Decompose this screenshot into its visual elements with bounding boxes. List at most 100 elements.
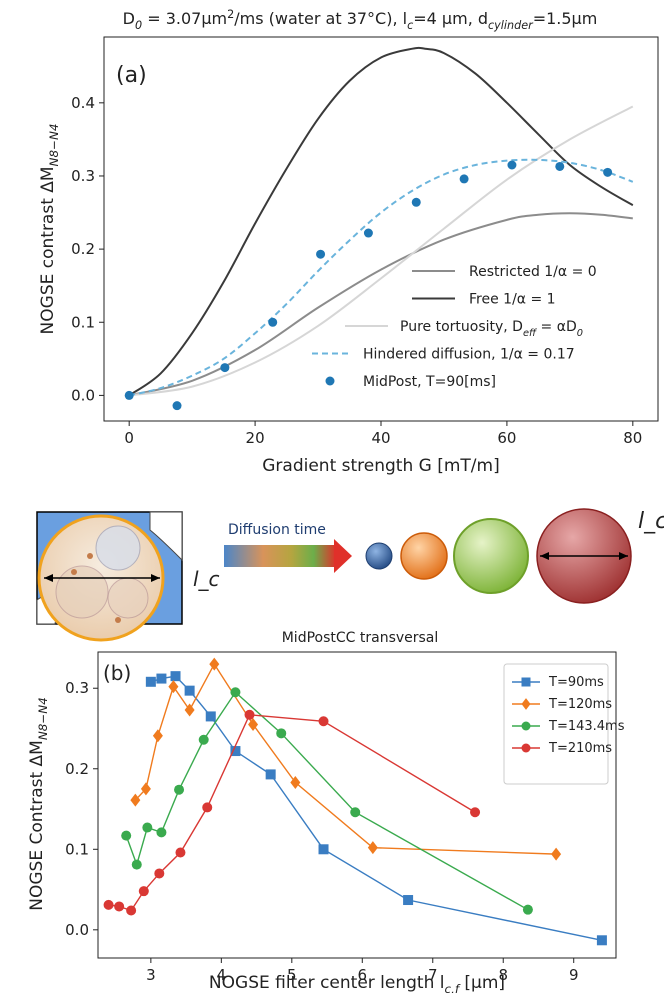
series-1 [130, 657, 562, 861]
legend-label: Hindered diffusion, 1/α = 0.17 [363, 347, 575, 363]
legend-item: T=90ms [512, 675, 604, 690]
legend-label: T=90ms [548, 675, 604, 690]
legend-box [503, 663, 609, 785]
data-point [363, 228, 373, 238]
data-point [521, 743, 531, 753]
x-tick-label: 20 [246, 429, 265, 447]
x-tick-label: 6 [358, 966, 368, 984]
y-tick-label: 0.1 [65, 840, 89, 858]
diffusion-time-arrow [224, 539, 352, 573]
data-point [596, 935, 607, 946]
data-point [175, 847, 186, 858]
legend-item: Restricted 1/α = 0 [412, 264, 597, 280]
data-point [507, 160, 517, 170]
data-point [131, 859, 142, 870]
data-point [145, 676, 156, 687]
data-point [142, 822, 153, 833]
data-point [202, 802, 213, 813]
data-point [244, 709, 255, 720]
legend-label: Free 1/α = 1 [469, 292, 556, 308]
data-point [521, 698, 531, 710]
diffusion-time-label: Diffusion time [228, 522, 326, 538]
chart-b-xlabel: NOGSE filter center length lc,f [μm] [209, 973, 505, 993]
data-point [126, 905, 137, 916]
series-line [150, 675, 603, 941]
data-point [121, 830, 132, 841]
series-line [128, 46, 634, 397]
data-point [411, 197, 421, 207]
data-point [603, 167, 613, 177]
lc-label-left: l_c [193, 567, 220, 591]
data-point [316, 249, 326, 259]
x-tick-label: 60 [497, 429, 516, 447]
x-tick-label: 80 [623, 429, 642, 447]
data-point [170, 671, 181, 682]
legend-item: T=120ms [512, 697, 612, 712]
sphere-small [365, 542, 393, 570]
y-tick-label: 0.0 [71, 386, 95, 404]
data-point [156, 673, 167, 684]
data-point [184, 703, 195, 717]
x-tick-label: 0 [124, 429, 134, 447]
data-point [470, 807, 481, 818]
series-2 [129, 105, 634, 397]
series-4 [124, 160, 613, 411]
data-point [521, 677, 531, 687]
data-point [184, 685, 195, 696]
data-point [130, 793, 141, 807]
legend-item: T=143.4ms [512, 719, 625, 734]
chart-a-panel-label: (a) [116, 63, 147, 88]
legend-label: T=210ms [548, 741, 612, 756]
data-point [276, 728, 287, 739]
data-point [103, 899, 114, 910]
data-point [555, 161, 565, 171]
y-tick-label: 0.0 [65, 921, 89, 939]
data-point [154, 868, 165, 879]
chart-b-title: MidPostCC transversal [282, 630, 439, 646]
legend-item: Hindered diffusion, 1/α = 0.17 [312, 347, 575, 363]
y-tick-label: 0.1 [71, 313, 95, 331]
chart-a: D0 = 3.07μm2/ms (water at 37°C), lc=4 μm… [38, 8, 659, 476]
data-point [459, 174, 469, 184]
x-tick-label: 9 [569, 966, 579, 984]
series-3 [103, 709, 481, 916]
data-point [230, 687, 241, 698]
data-point [168, 680, 179, 694]
chart-b-panel-label: (b) [103, 661, 131, 685]
sphere-medium [400, 532, 448, 580]
x-tick-label: 3 [146, 966, 156, 984]
data-point [551, 847, 562, 861]
series-1 [128, 46, 634, 397]
x-tick-label: 5 [287, 966, 297, 984]
data-point [350, 807, 361, 818]
chart-a-frame [103, 36, 659, 422]
legend-item: Pure tortuosity, Deff = αD0 [345, 319, 583, 339]
series-line [134, 662, 557, 855]
legend-label: Pure tortuosity, Deff = αD0 [400, 319, 583, 339]
legend-item: MidPost, T=90[ms] [325, 374, 496, 390]
x-tick-label: 40 [371, 429, 390, 447]
data-point [268, 317, 278, 327]
x-tick-label: 4 [217, 966, 227, 984]
series-2 [121, 687, 533, 915]
data-point [198, 734, 209, 745]
series-line [128, 158, 634, 397]
data-point [522, 904, 533, 915]
legend-label: T=120ms [548, 697, 612, 712]
tissue-illustration [36, 511, 183, 642]
chart-a-title: D0 = 3.07μm2/ms (water at 37°C), lc=4 μm… [123, 8, 598, 32]
series-line [125, 691, 529, 911]
data-point [205, 711, 216, 722]
chart-b-legend: T=90ms T=120ms T=143.4ms T=210ms [503, 663, 625, 785]
data-point [172, 401, 182, 411]
lc-label-right: l_c [638, 509, 664, 534]
data-point [174, 784, 185, 795]
series-0 [145, 671, 607, 946]
chart-b-ylabel: NOGSE Contrast ΔMN8−N4 [27, 697, 50, 910]
data-point [156, 827, 167, 838]
series-line [108, 714, 476, 912]
data-point [152, 729, 163, 743]
series-line [128, 212, 633, 397]
data-point [138, 886, 149, 897]
data-point [140, 782, 151, 796]
